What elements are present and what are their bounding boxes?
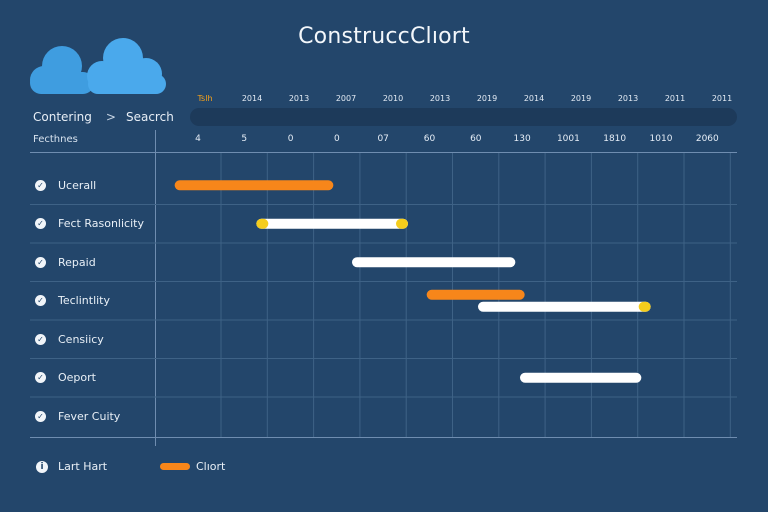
task-label: Repaid xyxy=(58,255,96,269)
check-icon[interactable]: ✓ xyxy=(35,333,46,345)
task-row[interactable]: ✓ Teclintlity xyxy=(30,282,156,320)
x-tick-label: 1810 xyxy=(603,134,627,144)
task-row[interactable]: ✓ Repaid xyxy=(30,243,156,281)
task-row[interactable]: ✓ Fect Rasonlicity xyxy=(30,205,156,243)
check-icon[interactable]: ✓ xyxy=(35,256,46,268)
footer-label: Lart Hart xyxy=(58,460,108,473)
gantt-bar[interactable] xyxy=(352,257,516,268)
timeline-scrollbar[interactable] xyxy=(190,108,737,126)
legend-label: Clıort xyxy=(196,460,226,473)
task-label: Oeport xyxy=(58,371,96,384)
x-tick-label: 60 xyxy=(423,134,436,144)
cloud-logo-icon xyxy=(30,38,166,94)
task-column-header: Fecthnes xyxy=(33,134,78,145)
x-tick-label: 1001 xyxy=(556,134,580,144)
task-label: Censiicy xyxy=(58,332,104,346)
gantt-bar[interactable] xyxy=(478,301,651,312)
task-row[interactable]: ✓ Fever Cuity xyxy=(30,397,156,435)
task-row[interactable]: ✓ Ucerall xyxy=(30,166,156,204)
gantt-bar-cap-end xyxy=(396,218,408,229)
legend: Clıort xyxy=(160,460,225,473)
check-icon[interactable]: ✓ xyxy=(35,372,46,383)
x-tick-label: 07 xyxy=(377,134,389,144)
task-label: Ucerall xyxy=(58,178,97,192)
x-tick-label: 4 xyxy=(195,134,201,144)
x-tick-label: 5 xyxy=(241,134,248,144)
x-axis-ticks: 4 5 0 0 07 60 60 130 1001 1810 1010 2060 xyxy=(190,134,730,146)
header-divider xyxy=(30,152,737,153)
gantt-bar-cap-end xyxy=(638,301,651,312)
check-icon[interactable]: ✓ xyxy=(35,218,46,229)
top-label: 2011 xyxy=(664,94,686,103)
top-label: 2014 xyxy=(523,94,545,103)
x-tick-label: 0 xyxy=(334,134,340,144)
check-icon[interactable]: ✓ xyxy=(35,295,46,306)
task-column-divider xyxy=(155,130,156,446)
task-row[interactable]: ✓ Censiicy xyxy=(30,320,156,358)
check-icon[interactable]: ✓ xyxy=(35,410,46,422)
gantt-bar[interactable] xyxy=(174,180,334,191)
breadcrumb: Contering > Seacrch xyxy=(33,110,174,124)
panel-bottom-border xyxy=(30,437,737,438)
x-tick-label: 130 xyxy=(513,134,531,144)
check-icon[interactable]: ✓ xyxy=(35,179,46,191)
gantt-bar-cap-start xyxy=(256,218,269,229)
top-label: 2013 xyxy=(429,94,451,103)
task-label: Fever Cuity xyxy=(58,409,121,423)
footer: i Lart Hart xyxy=(36,460,107,473)
top-label: Tslh xyxy=(197,94,213,103)
top-label: 2019 xyxy=(476,94,498,103)
x-tick-label: 2060 xyxy=(695,134,719,144)
breadcrumb-item-second[interactable]: Seacrch xyxy=(125,110,174,124)
task-row[interactable]: ✓ Oeport xyxy=(30,359,156,397)
top-label: 2011 xyxy=(711,94,733,103)
task-label: Fect Rasonlicity xyxy=(58,217,144,230)
top-label: 2013 xyxy=(288,94,310,103)
legend-swatch xyxy=(160,463,190,470)
top-label: 2007 xyxy=(335,94,357,103)
info-icon[interactable]: i xyxy=(36,460,48,473)
top-label: 2013 xyxy=(617,94,639,103)
top-label: 2019 xyxy=(570,94,592,103)
x-tick-label: 1010 xyxy=(649,134,673,144)
top-label: 2010 xyxy=(382,94,404,103)
x-tick-label: 0 xyxy=(287,134,294,144)
breadcrumb-item-first[interactable]: Contering xyxy=(33,110,92,124)
x-tick-label: 60 xyxy=(470,134,482,144)
gantt-bar[interactable] xyxy=(520,372,642,383)
gantt-bar[interactable] xyxy=(426,289,525,300)
page-title: ConstrucсClıort xyxy=(298,24,470,49)
task-label: Teclintlity xyxy=(58,294,110,307)
breadcrumb-separator: > xyxy=(105,110,116,124)
gantt-bar[interactable] xyxy=(256,218,408,229)
top-label: 2014 xyxy=(241,94,263,103)
top-timeline-labels: Tslh 2014 2013 2007 2010 2013 2019 2014 2019 2013… xyxy=(190,94,733,104)
